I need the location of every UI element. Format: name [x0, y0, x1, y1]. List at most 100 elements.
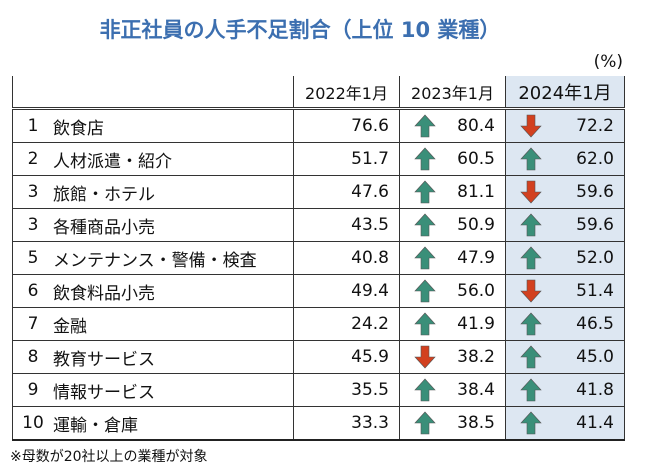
table-row: 2 人材派遣・紹介 51.7 60.5 62.0: [12, 142, 625, 176]
value-cell-2022年1月: 47.6: [293, 175, 400, 209]
arrow-up-icon: [414, 312, 436, 336]
value-cell-2023年1月: 47.9: [399, 241, 506, 275]
value-text: 59.6: [576, 182, 614, 202]
industry-cell: 飲食料品小売: [53, 274, 294, 308]
value-cell-2022年1月: 49.4: [293, 274, 400, 308]
value-cell-2022年1月: 40.8: [293, 241, 400, 275]
value-text: 60.5: [457, 149, 495, 169]
table-row: 1 飲食店 76.6 80.4 72.2: [12, 108, 625, 143]
value-cell-2022年1月: 51.7: [293, 142, 400, 176]
value-cell-2023年1月: 41.9: [399, 307, 506, 341]
arrow-up-icon: [414, 378, 436, 402]
industry-cell: 旅館・ホテル: [53, 175, 294, 209]
arrow-up-icon: [520, 147, 542, 171]
rank-cell: 10: [12, 406, 53, 441]
arrow-up-icon: [520, 345, 542, 369]
rank-cell: 2: [12, 142, 53, 176]
value-text: 62.0: [576, 149, 614, 169]
arrow-down-icon: [520, 279, 542, 303]
value-cell-2022年1月: 76.6: [293, 108, 400, 143]
industry-cell: メンテナンス・警備・検査: [53, 241, 294, 275]
table-row: 8 教育サービス 45.9 38.2 45.0: [12, 340, 625, 374]
value-text: 38.2: [457, 347, 495, 367]
value-cell-2022年1月: 43.5: [293, 208, 400, 242]
arrow-down-icon: [414, 345, 436, 369]
industry-cell: 金融: [53, 307, 294, 341]
value-cell-2024年1月: 59.6: [505, 208, 625, 242]
value-text: 80.4: [457, 116, 495, 136]
value-text: 47.6: [351, 182, 389, 202]
value-text: 76.6: [351, 116, 389, 136]
value-text: 46.5: [576, 314, 614, 334]
arrow-up-icon: [414, 147, 436, 171]
table-row: 10 運輸・倉庫 33.3 38.5 41.4: [12, 406, 625, 441]
value-text: 40.8: [351, 248, 389, 268]
table-row: 3 旅館・ホテル 47.6 81.1 59.6: [12, 175, 625, 209]
value-text: 33.3: [351, 413, 389, 433]
arrow-up-icon: [520, 411, 542, 435]
value-cell-2024年1月: 72.2: [505, 108, 625, 143]
arrow-up-icon: [520, 312, 542, 336]
arrow-up-icon: [414, 114, 436, 138]
rank-cell: 3: [12, 175, 53, 209]
rank-cell: 9: [12, 373, 53, 407]
arrow-up-icon: [414, 246, 436, 270]
unit-label: (%): [593, 52, 623, 72]
value-text: 51.7: [351, 149, 389, 169]
rank-cell: 3: [12, 208, 53, 242]
value-cell-2024年1月: 51.4: [505, 274, 625, 308]
industry-cell: 人材派遣・紹介: [53, 142, 294, 176]
value-text: 81.1: [457, 182, 495, 202]
table-row: 6 飲食料品小売 49.4 56.0 51.4: [12, 274, 625, 308]
value-cell-2023年1月: 38.2: [399, 340, 506, 374]
header-2023: 2023年1月: [399, 76, 506, 110]
header-2024: 2024年1月: [505, 76, 625, 110]
value-cell-2023年1月: 56.0: [399, 274, 506, 308]
industry-cell: 運輸・倉庫: [53, 406, 294, 441]
value-cell-2023年1月: 80.4: [399, 108, 506, 143]
value-text: 52.0: [576, 248, 614, 268]
rank-cell: 6: [12, 274, 53, 308]
value-text: 50.9: [457, 215, 495, 235]
table-row: 3 各種商品小売 43.5 50.9 59.6: [12, 208, 625, 242]
value-cell-2024年1月: 41.4: [505, 406, 625, 441]
value-text: 41.9: [457, 314, 495, 334]
industry-cell: 情報サービス: [53, 373, 294, 407]
industry-cell: 教育サービス: [53, 340, 294, 374]
value-text: 45.0: [576, 347, 614, 367]
value-text: 24.2: [351, 314, 389, 334]
value-cell-2024年1月: 41.8: [505, 373, 625, 407]
rank-cell: 5: [12, 241, 53, 275]
rank-cell: 8: [12, 340, 53, 374]
value-text: 43.5: [351, 215, 389, 235]
industry-cell: 各種商品小売: [53, 208, 294, 242]
value-text: 45.9: [351, 347, 389, 367]
value-text: 51.4: [576, 281, 614, 301]
value-text: 38.4: [457, 380, 495, 400]
value-cell-2022年1月: 33.3: [293, 406, 400, 441]
value-cell-2022年1月: 35.5: [293, 373, 400, 407]
value-text: 56.0: [457, 281, 495, 301]
arrow-up-icon: [414, 180, 436, 204]
value-text: 41.8: [576, 380, 614, 400]
table-row: 9 情報サービス 35.5 38.4 41.8: [12, 373, 625, 407]
arrow-up-icon: [414, 279, 436, 303]
value-cell-2024年1月: 45.0: [505, 340, 625, 374]
arrow-up-icon: [414, 213, 436, 237]
header-2022: 2022年1月: [293, 76, 400, 110]
value-text: 35.5: [351, 380, 389, 400]
value-cell-2022年1月: 45.9: [293, 340, 400, 374]
arrow-up-icon: [520, 213, 542, 237]
rank-cell: 7: [12, 307, 53, 341]
chart-title: 非正社員の人手不足割合（上位 10 業種）: [99, 18, 501, 42]
value-cell-2023年1月: 60.5: [399, 142, 506, 176]
value-cell-2024年1月: 52.0: [505, 241, 625, 275]
value-text: 47.9: [457, 248, 495, 268]
value-cell-2023年1月: 38.4: [399, 373, 506, 407]
ranking-table: 2022年1月 2023年1月 2024年1月 1 飲食店 76.6 80.4 72.2…: [12, 76, 625, 441]
arrow-up-icon: [520, 378, 542, 402]
table-row: 5 メンテナンス・警備・検査 40.8 47.9 52.0: [12, 241, 625, 275]
value-text: 38.5: [457, 413, 495, 433]
value-cell-2023年1月: 38.5: [399, 406, 506, 441]
value-cell-2023年1月: 50.9: [399, 208, 506, 242]
